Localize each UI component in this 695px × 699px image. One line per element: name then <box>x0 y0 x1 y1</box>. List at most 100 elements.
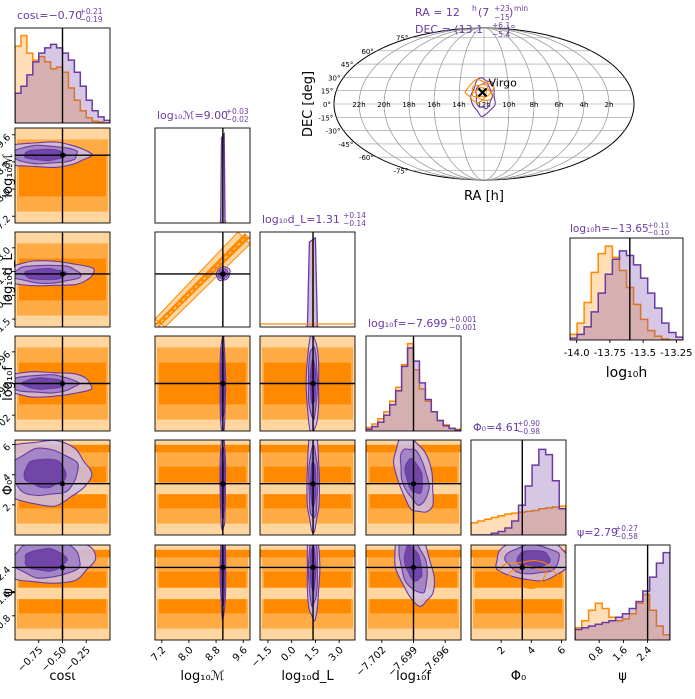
histogram-purple-fill <box>575 552 670 640</box>
y-tick-label: 6 <box>1 442 13 454</box>
panel-body <box>155 336 250 431</box>
h-x-tick-label: -13.25 <box>660 348 692 359</box>
x-tick-label: 4 <box>526 645 538 657</box>
panel-title-psi: ψ=2.79+0.27−0.58 <box>577 524 638 541</box>
x-tick-label: 6 <box>556 645 568 657</box>
sky-title-dec-end: )° <box>506 23 516 36</box>
panel-frame <box>365 439 462 536</box>
x-axis-label-psi: ψ <box>618 669 627 684</box>
panel-title-logf: log₁₀f=−7.699 +0.001−0.001 <box>368 315 477 332</box>
panel-body <box>15 128 110 223</box>
panel-frame <box>365 335 462 432</box>
panel-frame <box>14 231 111 328</box>
x-axis-label-phi0: Φ₀ <box>511 669 526 684</box>
panel-logf-vs-logM <box>154 335 251 432</box>
panel-title-logdL-main: log₁₀d_L=1.31 <box>262 213 340 226</box>
panel-body <box>15 28 110 123</box>
panel-logf-vs-logf <box>365 335 462 432</box>
panel-phi0-vs-logM <box>154 439 251 536</box>
panel-title-logM-sup: +0.03 <box>226 107 249 116</box>
panel-psi-vs-logdL <box>259 544 356 641</box>
x-tick-label: 8.0 <box>177 645 196 664</box>
sky-orange-contour-level-2 <box>474 86 488 98</box>
panel-body <box>218 128 228 223</box>
x-tick-label: −0.75 <box>16 645 45 674</box>
x-tick-label: 2.4 <box>635 645 654 664</box>
panel-psi-vs-logf <box>365 544 462 641</box>
sky-meridian <box>383 28 585 180</box>
panel-frame <box>470 439 567 536</box>
panel-title-logM: log₁₀ℳ=9.00+0.03−0.02 <box>157 107 249 124</box>
h-title-main: log₁₀h=−13.65 <box>570 223 649 235</box>
sky-title-ra-sup: +23 <box>494 4 510 13</box>
panel-frame <box>154 231 251 328</box>
panel-body <box>471 440 566 535</box>
histogram-purple-fill <box>471 449 566 535</box>
panel-body <box>155 232 250 327</box>
ra-tick-label: 6h <box>555 101 564 109</box>
panel-title-logdL-sub: −0.14 <box>343 219 366 228</box>
panel-frame <box>14 439 111 536</box>
h-histogram-orange-outline <box>570 245 683 340</box>
ra-tick-label: 16h <box>427 101 440 109</box>
y-tick-label: −1.5 <box>0 316 13 340</box>
panel-psi-vs-logM <box>154 544 251 641</box>
sky-title-dec-sub: −5.4 <box>492 30 510 39</box>
panel-title-phi0-main: Φ₀=4.61 <box>473 421 520 434</box>
panel-frame <box>574 544 671 641</box>
truth-point <box>59 380 66 387</box>
panel-psi-vs-cosi <box>14 544 111 641</box>
h-histogram-purple-outline <box>570 250 683 340</box>
sky-x-axis-label: RA [h] <box>464 189 504 204</box>
panel-frame <box>470 544 567 641</box>
y-axis-label-psi: ψ <box>1 588 16 597</box>
sky-title-ra-main: RA = 12 <box>415 6 460 19</box>
panel-phi0-vs-logdL <box>259 439 356 536</box>
panel-frame <box>14 27 111 124</box>
x-tick-label: −1.5 <box>250 645 275 670</box>
orange-band-gap <box>155 587 250 600</box>
panel-frame <box>154 335 251 432</box>
panel-logf-vs-logdL <box>259 335 356 432</box>
sky-title-ra-unit: min <box>514 4 528 13</box>
purple-contour-level-2 <box>24 547 68 572</box>
truth-point <box>220 271 226 277</box>
y-axis-label-logdL: log₁₀d_L <box>1 253 16 306</box>
panel-title-psi-main: ψ=2.79 <box>577 526 618 539</box>
ra-tick-label: 12h <box>477 101 490 109</box>
histogram-purple-outline <box>575 551 670 640</box>
panel-body <box>366 545 461 640</box>
sky-title-ra-end: ) <box>509 6 513 19</box>
x-tick-label: 2 <box>496 645 508 657</box>
x-axis-label-logM: log₁₀ℳ <box>180 669 224 684</box>
sky-title-ra-sub: −15 <box>494 13 510 22</box>
truth-point <box>220 564 226 570</box>
dec-tick-label: 0° <box>323 101 331 109</box>
panel-title-cosi-sup: +0.21 <box>80 7 103 16</box>
histogram-orange-fill <box>575 594 670 640</box>
h-title: log₁₀h=−13.65+0.11−0.10 <box>570 220 670 237</box>
orange-band-top <box>155 444 250 453</box>
panel-cosi-vs-cosi <box>14 27 111 124</box>
truth-point <box>59 152 66 158</box>
source-label: Virgo <box>489 76 518 89</box>
panel-body <box>366 440 461 535</box>
panel-logM-vs-logM <box>154 127 251 224</box>
ra-tick-label: 2h <box>605 101 614 109</box>
sky-title-dec: DEC = (13.1 +6.1−5.4)° <box>415 21 516 39</box>
source-cross-b <box>477 87 488 98</box>
panel-frame <box>154 127 251 224</box>
x-tick-label: 7.2 <box>149 645 168 664</box>
h-x-axis-label: log₁₀h <box>606 365 647 381</box>
h-title-sup: +0.11 <box>647 220 669 229</box>
purple-contour-level-2 <box>23 458 67 489</box>
panel-frame <box>259 231 356 328</box>
panel-logM-vs-cosi <box>14 127 111 224</box>
h-x-tick-label: -13.5 <box>630 348 656 359</box>
ra-tick-label: 4h <box>580 101 589 109</box>
dec-tick-label: 45° <box>341 61 353 69</box>
histogram-purple-outline <box>471 448 566 535</box>
truth-point <box>310 481 316 487</box>
h-body <box>570 238 683 340</box>
panel-frame <box>259 439 356 536</box>
